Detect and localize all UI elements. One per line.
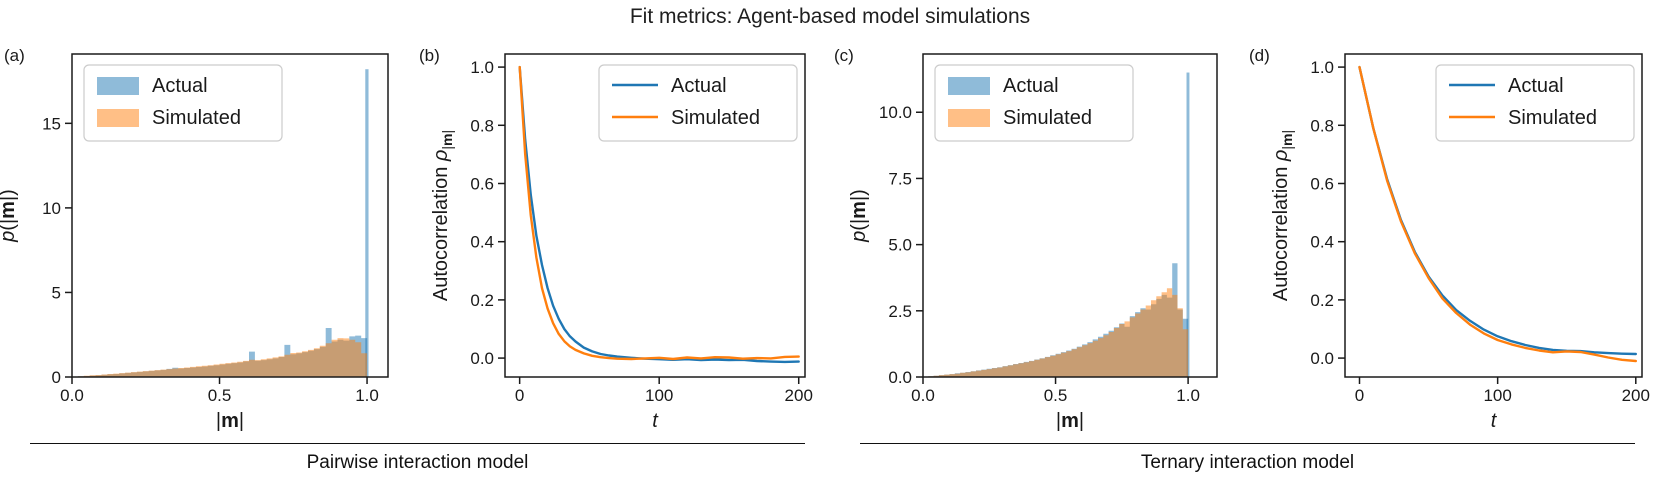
svg-text:Simulated: Simulated: [1003, 107, 1092, 129]
svg-text:0.0: 0.0: [60, 386, 84, 405]
svg-text:100: 100: [1483, 386, 1511, 405]
svg-text:0.6: 0.6: [1310, 174, 1334, 193]
legend-swatch: [97, 77, 139, 95]
svg-text:5: 5: [52, 283, 61, 302]
panel-d-plot: 0 100 200 0.0 0.2 0.4 0.6 0.8 1.0 t Autocorrelatio…: [1270, 53, 1650, 432]
legend-swatch: [948, 109, 990, 127]
svg-text:Actual: Actual: [671, 75, 727, 97]
svg-text:0.5: 0.5: [208, 386, 232, 405]
panel-c-label: (c): [834, 46, 854, 65]
svg-text:0.0: 0.0: [911, 386, 935, 405]
svg-text:Simulated: Simulated: [1508, 107, 1597, 129]
panel-a: (a) 0.0 0.5 1.0 0 5 10 15 |m| p(|m|) Actual Simula…: [0, 40, 415, 440]
panel-a-plot: 0.0 0.5 1.0 0 5 10 15 |m| p(|m|) Actual Simulated: [0, 53, 389, 432]
svg-text:0.0: 0.0: [888, 368, 912, 387]
caption-pairwise-model: Pairwise interaction model: [306, 452, 529, 473]
panel-b: (b) 0 100 200 0.0 0.2 0.4 0.6 0.8 1.0 t Autocorrel…: [415, 40, 830, 440]
svg-text:10: 10: [42, 199, 61, 218]
svg-text:1.0: 1.0: [355, 386, 379, 405]
svg-text:15: 15: [42, 114, 61, 133]
svg-text:Simulated: Simulated: [671, 107, 760, 129]
line-simulated: [518, 65, 800, 361]
panel-b-label: (b): [419, 46, 440, 65]
svg-text:0.5: 0.5: [1044, 386, 1068, 405]
svg-text:Autocorrelation ρ|m|: Autocorrelation ρ|m|: [430, 130, 455, 301]
svg-text:Actual: Actual: [152, 75, 208, 97]
svg-text:0: 0: [52, 368, 61, 387]
svg-text:5.0: 5.0: [888, 236, 912, 255]
svg-text:0.4: 0.4: [1310, 233, 1334, 252]
hist-spike: [365, 69, 369, 377]
legend-swatch: [97, 109, 139, 127]
svg-text:0.6: 0.6: [470, 174, 494, 193]
caption-ternary-model: Ternary interaction model: [1140, 452, 1355, 473]
panel-a-label: (a): [4, 46, 25, 65]
svg-text:1.0: 1.0: [470, 58, 494, 77]
svg-text:Actual: Actual: [1003, 75, 1059, 97]
svg-text:0.0: 0.0: [1310, 349, 1334, 368]
svg-text:Autocorrelation ρ|m|: Autocorrelation ρ|m|: [1270, 130, 1295, 301]
svg-text:t: t: [1491, 410, 1498, 432]
panels-row: (a) 0.0 0.5 1.0 0 5 10 15 |m| p(|m|) Actual Simula…: [0, 40, 1660, 440]
svg-text:100: 100: [645, 386, 673, 405]
svg-text:2.5: 2.5: [888, 302, 912, 321]
svg-text:0.8: 0.8: [1310, 116, 1334, 135]
svg-text:Actual: Actual: [1508, 75, 1564, 97]
hist-simulated: [72, 338, 368, 377]
legend-swatch: [948, 77, 990, 95]
svg-text:|m|: |m|: [1056, 410, 1084, 432]
legend: Actual Simulated: [934, 64, 1134, 142]
line-actual: [518, 65, 800, 364]
svg-text:t: t: [652, 410, 659, 432]
svg-text:1.0: 1.0: [1176, 386, 1200, 405]
panel-b-plot: 0 100 200 0.0 0.2 0.4 0.6 0.8 1.0 t Autocorrelatio…: [430, 53, 813, 432]
svg-text:p(|m|): p(|m|): [848, 189, 870, 243]
svg-text:|m|: |m|: [216, 410, 244, 432]
legend: Actual Simulated: [83, 64, 283, 142]
svg-text:0: 0: [515, 386, 524, 405]
legend: Actual Simulated: [1435, 64, 1635, 142]
panel-c-plot: 0.0 0.5 1.0 0.0 2.5 5.0 7.5 10.0 |m| p(|m|) Actual…: [848, 53, 1218, 432]
svg-text:0.8: 0.8: [470, 116, 494, 135]
svg-text:Simulated: Simulated: [152, 107, 241, 129]
svg-text:200: 200: [1622, 386, 1650, 405]
caption-rule-left: [30, 443, 805, 444]
svg-text:p(|m|): p(|m|): [0, 189, 19, 243]
svg-text:1.0: 1.0: [1310, 58, 1334, 77]
svg-text:0.2: 0.2: [1310, 291, 1334, 310]
hist-spike: [1186, 72, 1190, 378]
line-simulated: [1358, 65, 1637, 363]
svg-text:0.4: 0.4: [470, 233, 494, 252]
svg-text:0: 0: [1355, 386, 1364, 405]
svg-text:0.0: 0.0: [470, 349, 494, 368]
legend: Actual Simulated: [598, 64, 798, 142]
caption-rule-right: [860, 443, 1635, 444]
figure-title: Fit metrics: Agent-based model simulatio…: [629, 5, 1031, 28]
svg-text:10.0: 10.0: [879, 103, 912, 122]
svg-text:200: 200: [785, 386, 813, 405]
panel-d: (d) 0 100 200 0.0 0.2 0.4 0.6 0.8 1.0 t Autocorrel…: [1245, 40, 1660, 440]
svg-text:7.5: 7.5: [888, 169, 912, 188]
hist-simulated: [923, 288, 1189, 377]
svg-text:0.2: 0.2: [470, 291, 494, 310]
panel-c: (c) 0.0 0.5 1.0 0.0 2.5 5.0 7.5 10.0 |m| p(|m|) Ac…: [830, 40, 1245, 440]
panel-d-label: (d): [1249, 46, 1270, 65]
